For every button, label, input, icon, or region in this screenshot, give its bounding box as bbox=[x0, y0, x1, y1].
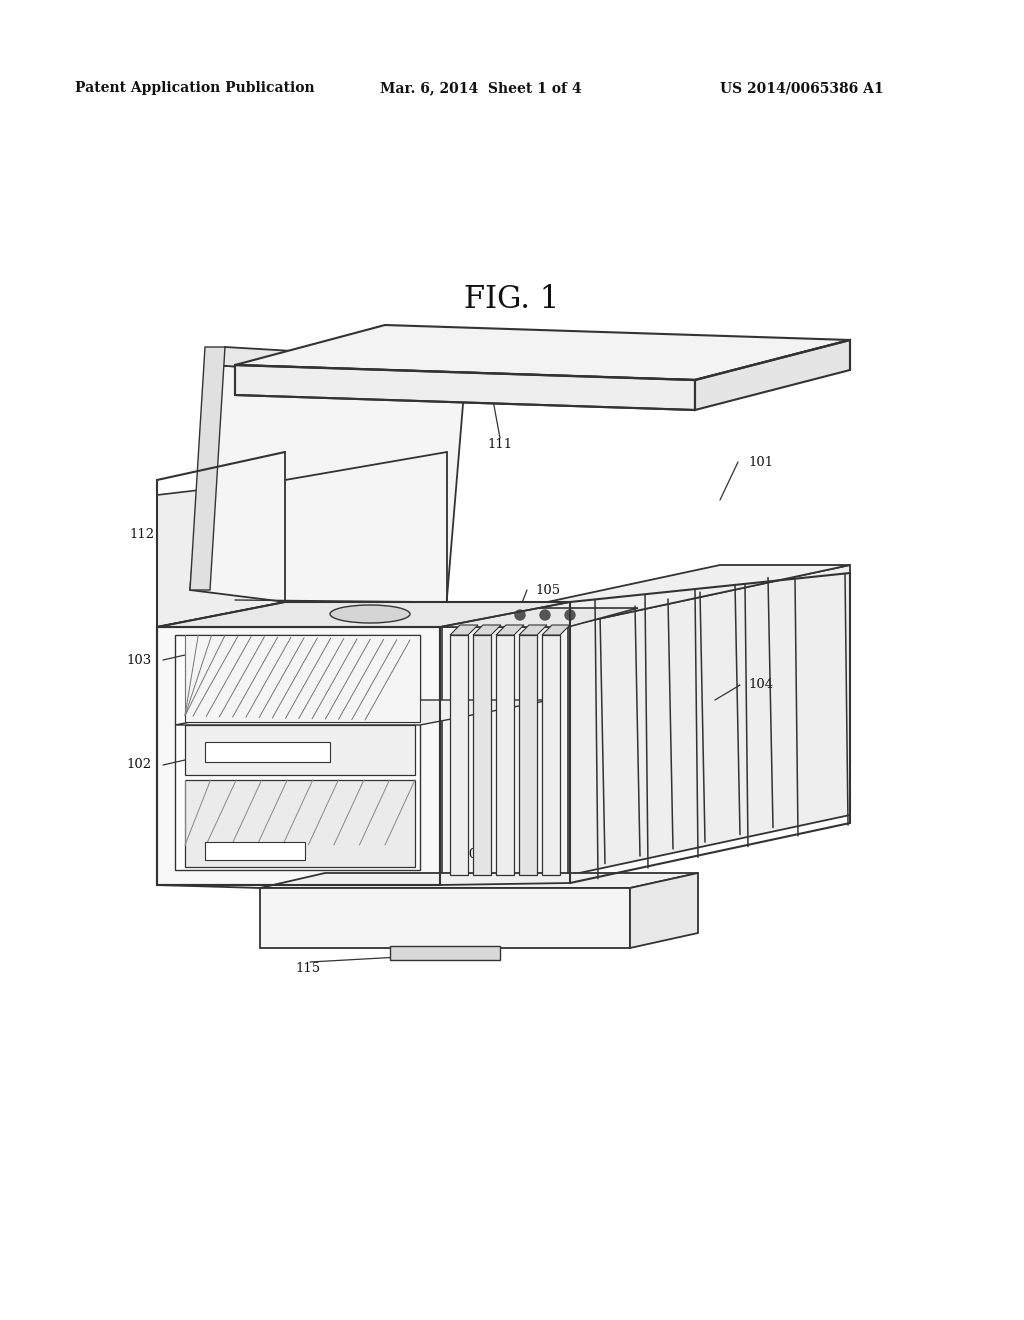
Text: FIG. 1: FIG. 1 bbox=[464, 285, 560, 315]
Polygon shape bbox=[175, 700, 550, 725]
Polygon shape bbox=[185, 725, 415, 775]
Text: Mar. 6, 2014  Sheet 1 of 4: Mar. 6, 2014 Sheet 1 of 4 bbox=[380, 81, 582, 95]
Circle shape bbox=[540, 610, 550, 620]
Polygon shape bbox=[190, 347, 225, 590]
Polygon shape bbox=[157, 602, 570, 627]
Polygon shape bbox=[542, 635, 560, 875]
Text: 104: 104 bbox=[748, 678, 773, 692]
Polygon shape bbox=[450, 624, 478, 635]
Polygon shape bbox=[260, 888, 630, 948]
Circle shape bbox=[565, 610, 575, 620]
Text: 200: 200 bbox=[453, 849, 477, 862]
Polygon shape bbox=[695, 341, 850, 411]
Text: 101: 101 bbox=[748, 455, 773, 469]
Polygon shape bbox=[157, 627, 440, 884]
Circle shape bbox=[515, 610, 525, 620]
Text: 105: 105 bbox=[535, 583, 560, 597]
Text: US 2014/0065386 A1: US 2014/0065386 A1 bbox=[720, 81, 884, 95]
Polygon shape bbox=[473, 635, 490, 875]
Text: 102: 102 bbox=[127, 759, 152, 771]
Polygon shape bbox=[440, 624, 570, 875]
Polygon shape bbox=[190, 366, 465, 622]
Polygon shape bbox=[157, 480, 285, 627]
Polygon shape bbox=[570, 565, 850, 875]
Polygon shape bbox=[630, 873, 698, 948]
Polygon shape bbox=[234, 325, 850, 380]
Polygon shape bbox=[205, 842, 305, 861]
Polygon shape bbox=[234, 366, 695, 411]
Text: Patent Application Publication: Patent Application Publication bbox=[75, 81, 314, 95]
Polygon shape bbox=[442, 627, 568, 883]
Polygon shape bbox=[496, 635, 514, 875]
Polygon shape bbox=[473, 624, 501, 635]
Polygon shape bbox=[496, 624, 524, 635]
Polygon shape bbox=[157, 602, 570, 627]
Polygon shape bbox=[390, 946, 500, 960]
Polygon shape bbox=[185, 635, 420, 722]
Polygon shape bbox=[450, 635, 468, 875]
Polygon shape bbox=[442, 609, 638, 627]
Text: 111: 111 bbox=[487, 438, 513, 451]
Polygon shape bbox=[542, 624, 570, 635]
Polygon shape bbox=[175, 635, 420, 870]
Text: 112: 112 bbox=[130, 528, 155, 541]
Ellipse shape bbox=[330, 605, 410, 623]
Polygon shape bbox=[185, 780, 415, 867]
Text: 103: 103 bbox=[127, 653, 152, 667]
Polygon shape bbox=[260, 873, 698, 888]
Polygon shape bbox=[519, 635, 537, 875]
Polygon shape bbox=[440, 565, 850, 624]
Polygon shape bbox=[205, 742, 330, 762]
Polygon shape bbox=[210, 347, 480, 380]
Text: 115: 115 bbox=[295, 961, 321, 974]
Polygon shape bbox=[519, 624, 547, 635]
